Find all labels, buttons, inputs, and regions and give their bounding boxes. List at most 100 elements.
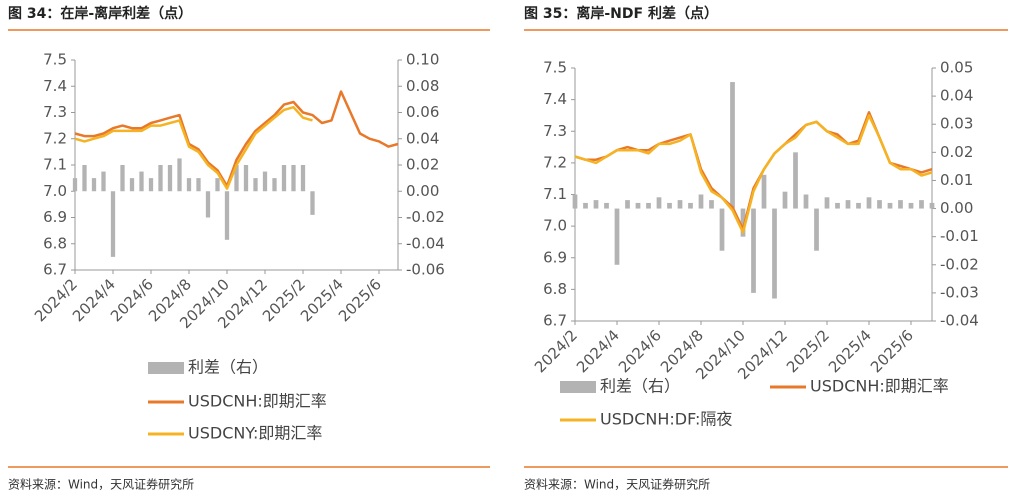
bar [929, 202, 935, 209]
legend-label: 利差（右） [600, 377, 680, 396]
bar [625, 200, 630, 209]
y-tick-label: 6.9 [43, 208, 67, 226]
y-tick-label: 7.5 [543, 59, 567, 77]
bar [646, 202, 651, 209]
y-tick-label: 6.8 [543, 280, 567, 298]
bar [291, 165, 296, 192]
y-tick-label: 7.3 [43, 103, 67, 121]
y-tick-label: 6.8 [43, 234, 67, 252]
bar [709, 200, 714, 209]
y-tick-label: 6.9 [543, 248, 567, 266]
y2-tick-label: 0.10 [406, 51, 439, 69]
bar [224, 191, 230, 240]
y-tick-label: 7.2 [43, 129, 67, 147]
bar [72, 178, 78, 192]
bar [604, 202, 609, 209]
bar [751, 208, 756, 293]
bar [793, 152, 798, 209]
legend-label: 利差（右） [188, 358, 268, 377]
bar [677, 200, 683, 209]
bar [281, 165, 287, 192]
bar [167, 165, 173, 192]
bar [803, 194, 809, 209]
bar [877, 200, 882, 209]
bar [91, 178, 97, 192]
y2-tick-label: 0.00 [406, 182, 439, 200]
source: 资料来源：Wind，天风证券研究所 [524, 477, 710, 492]
x-tick-label: 2025/2 [783, 326, 833, 376]
y-tick-label: 6.7 [543, 312, 567, 330]
line [574, 114, 933, 234]
x-tick-label: 2024/2 [531, 326, 581, 376]
bar [730, 82, 735, 209]
bar [761, 174, 767, 209]
legend-label: USDCNY:即期汇率 [188, 424, 322, 443]
bar [186, 178, 192, 192]
legend-label: USDCNH:即期汇率 [810, 377, 949, 396]
bar [139, 171, 144, 192]
bar [158, 165, 163, 192]
y-tick-label: 7.4 [43, 77, 67, 95]
bar [866, 197, 872, 209]
y2-tick-label: 0.02 [406, 156, 439, 174]
bar [656, 197, 662, 209]
y-tick-label: 7.1 [43, 156, 67, 174]
bar [887, 202, 893, 209]
bar [310, 191, 315, 215]
chart-title: 图 35：离岸-NDF 利差（点） [524, 5, 718, 22]
bar [215, 178, 220, 192]
x-tick-label: 2024/4 [573, 326, 623, 376]
legend-label: USDCNH:DF:隔夜 [600, 410, 732, 429]
bar [835, 202, 840, 209]
bar [82, 165, 87, 192]
legend-label: USDCNH:即期汇率 [188, 392, 327, 411]
y2-tick-label: -0.02 [406, 208, 445, 226]
bar [572, 194, 578, 209]
y-tick-label: 7.5 [43, 51, 67, 69]
bar [593, 200, 599, 209]
bar [272, 178, 277, 192]
x-tick-label: 2025/6 [867, 326, 917, 376]
y-tick-label: 7.4 [543, 90, 567, 108]
bar [101, 171, 106, 192]
bar [243, 165, 249, 192]
bar [772, 208, 777, 299]
y-tick-label: 6.7 [43, 261, 67, 279]
bar [667, 202, 672, 209]
bar [205, 191, 211, 218]
bar [919, 200, 924, 209]
y2-tick-label: -0.02 [940, 255, 979, 273]
line [74, 90, 399, 188]
y2-tick-label: 0.04 [940, 87, 973, 105]
x-tick-label: 2025/6 [335, 275, 385, 325]
bar [719, 208, 725, 251]
bar [614, 208, 620, 265]
y-tick-label: 7.0 [543, 217, 567, 235]
bar [583, 202, 588, 209]
x-tick-label: 2024/6 [615, 326, 665, 376]
y2-tick-label: 0.04 [406, 129, 439, 147]
bar [120, 165, 125, 192]
bar [177, 158, 182, 192]
bar [110, 191, 116, 257]
y2-tick-label: 0.00 [940, 199, 973, 217]
y-tick-label: 7.3 [543, 122, 567, 140]
bar [148, 178, 154, 192]
y-tick-label: 7.2 [543, 153, 567, 171]
y2-tick-label: 0.08 [406, 77, 439, 95]
source: 资料来源：Wind，天风证券研究所 [8, 477, 194, 492]
bar [234, 165, 239, 192]
legend-swatch [560, 381, 596, 393]
bar [845, 200, 851, 209]
y2-tick-label: 0.01 [940, 171, 973, 189]
y-tick-label: 7.0 [43, 182, 67, 200]
bar [740, 208, 746, 237]
y2-tick-label: 0.02 [940, 143, 973, 161]
y2-tick-label: -0.03 [940, 283, 979, 301]
bar [814, 208, 819, 251]
y2-tick-label: -0.06 [406, 261, 445, 279]
y2-tick-label: 0.06 [406, 103, 439, 121]
y2-tick-label: -0.04 [406, 234, 445, 252]
chart-title: 图 34：在岸-离岸利差（点） [8, 5, 192, 22]
